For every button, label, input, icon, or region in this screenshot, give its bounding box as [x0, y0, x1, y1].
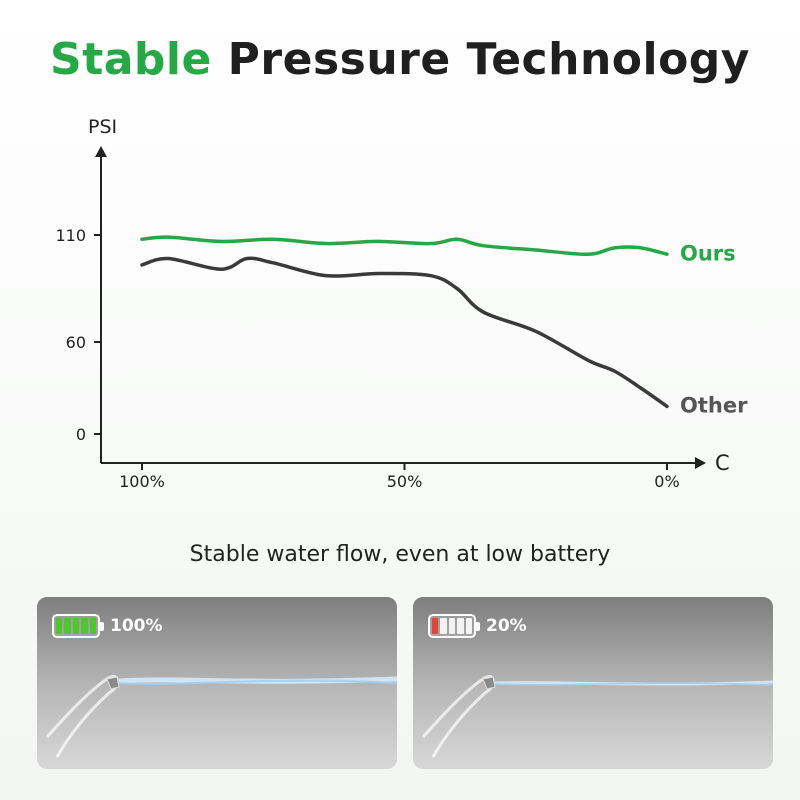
series-label-ours: Ours [680, 241, 736, 265]
series-label-other: Other [680, 393, 748, 417]
water-jet-illustration [421, 675, 773, 758]
x-axis-arrow [695, 457, 706, 469]
title-accent: Stable [50, 34, 212, 85]
battery-indicator: 20% [428, 614, 527, 638]
battery-icon [428, 614, 480, 638]
battery-icon [52, 614, 104, 638]
subtitle: Stable water flow, even at low battery [189, 542, 611, 567]
pressure-chart: PSI C 0 60 110 100% 50% 0% Ours Other [55, 116, 748, 491]
full-battery-panel: 100% [37, 597, 397, 769]
title-rest: Pressure Technology [227, 34, 750, 85]
y-axis-arrow [95, 146, 107, 157]
y-tick-label: 0 [76, 425, 86, 444]
series-line-other [140, 256, 669, 409]
battery-level-label: 100% [110, 616, 163, 636]
low-battery-panel: 20% [413, 597, 773, 769]
battery-indicator: 100% [52, 614, 163, 638]
y-tick-label: 60 [66, 333, 86, 352]
x-tick-label: 100% [119, 472, 165, 491]
battery-level-label: 20% [486, 616, 527, 636]
y-axis-label: PSI [88, 116, 117, 138]
water-jet-illustration [45, 675, 397, 758]
page-title: Stable Pressure Technology [0, 34, 800, 85]
x-tick-label: 50% [387, 472, 423, 491]
x-tick-label: 0% [654, 472, 679, 491]
series-line-ours [140, 235, 669, 257]
x-axis-label: C [715, 451, 730, 475]
y-tick-label: 110 [55, 226, 86, 245]
